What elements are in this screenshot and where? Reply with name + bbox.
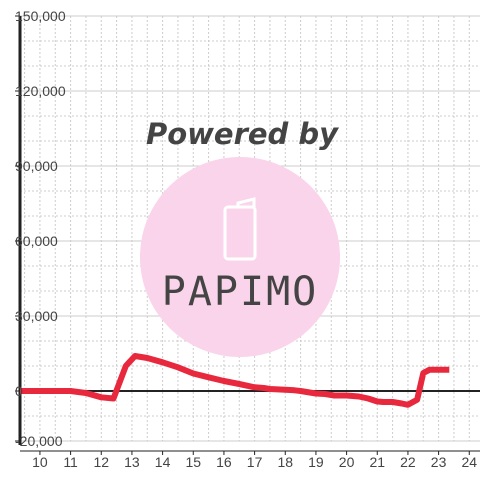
x-tick-label: 21 [369, 454, 385, 470]
x-tick-label: 13 [124, 454, 140, 470]
axes [18, 16, 480, 452]
x-tick-label: 22 [400, 454, 416, 470]
y-tick-label: 0 [15, 383, 23, 399]
x-tick-label: 19 [308, 454, 324, 470]
x-tick-label: 24 [461, 454, 477, 470]
series-line [20, 353, 450, 408]
y-tick-label: 30,000 [15, 308, 58, 324]
x-tick-label: 12 [93, 454, 109, 470]
x-tick-label: 15 [185, 454, 201, 470]
x-tick-label: 18 [277, 454, 293, 470]
watermark-logo-text: PAPIMO [162, 269, 319, 315]
x-tick-label: 10 [32, 454, 48, 470]
x-tick-label: 14 [155, 454, 171, 470]
phone-icon [223, 205, 257, 261]
x-tick-label: 16 [216, 454, 232, 470]
watermark-text: Powered by [146, 117, 339, 151]
watermark-circle [140, 157, 340, 357]
phone-icon-notch [236, 197, 256, 207]
y-tick-label: -20,000 [15, 433, 63, 449]
y-tick-label: 120,000 [15, 83, 66, 99]
x-tick-label: 20 [339, 454, 355, 470]
x-tick-label: 11 [63, 454, 78, 470]
x-tick-label: 17 [247, 454, 263, 470]
series [20, 353, 450, 408]
y-tick-label: 60,000 [15, 233, 58, 249]
y-tick-label: 150,000 [15, 8, 66, 24]
watermark: Powered by PAPIMO [140, 117, 340, 357]
tick-labels: 150,000 120,000 90,000 60,000 30,000 0 -20,000… [15, 8, 477, 470]
y-tick-label: 90,000 [15, 158, 58, 174]
x-tick-label: 23 [431, 454, 447, 470]
